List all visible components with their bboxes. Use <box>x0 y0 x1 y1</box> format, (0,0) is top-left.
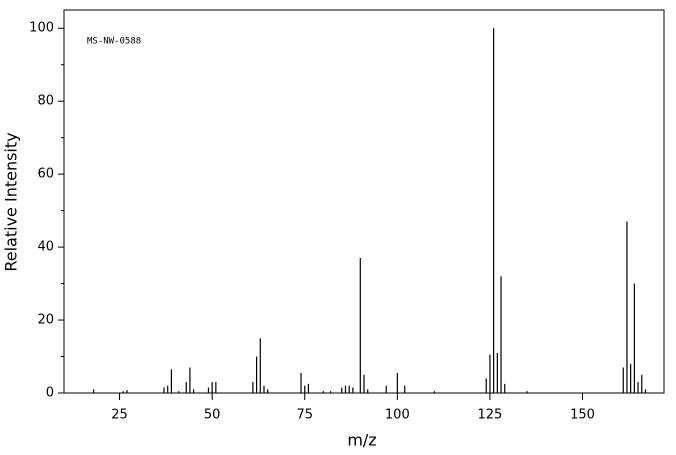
x-tick-label: 125 <box>478 408 503 423</box>
y-axis-title: Relative Intensity <box>2 132 21 271</box>
plot-frame <box>63 9 665 394</box>
x-tick-label: 150 <box>570 408 595 423</box>
x-tick-label: 25 <box>111 408 128 423</box>
y-tick-label: 40 <box>37 240 54 255</box>
y-tick-label: 80 <box>37 94 54 109</box>
y-tick-label: 20 <box>37 313 54 328</box>
annotation: MS-NW-0588 <box>87 37 141 47</box>
x-tick-label: 100 <box>385 408 410 423</box>
y-tick-label: 100 <box>29 21 54 36</box>
x-tick-label: 75 <box>296 408 313 423</box>
y-tick-label: 0 <box>46 386 54 401</box>
x-tick-label: 50 <box>204 408 221 423</box>
y-tick-label: 60 <box>37 167 54 182</box>
x-axis-title: m/z <box>347 431 376 450</box>
